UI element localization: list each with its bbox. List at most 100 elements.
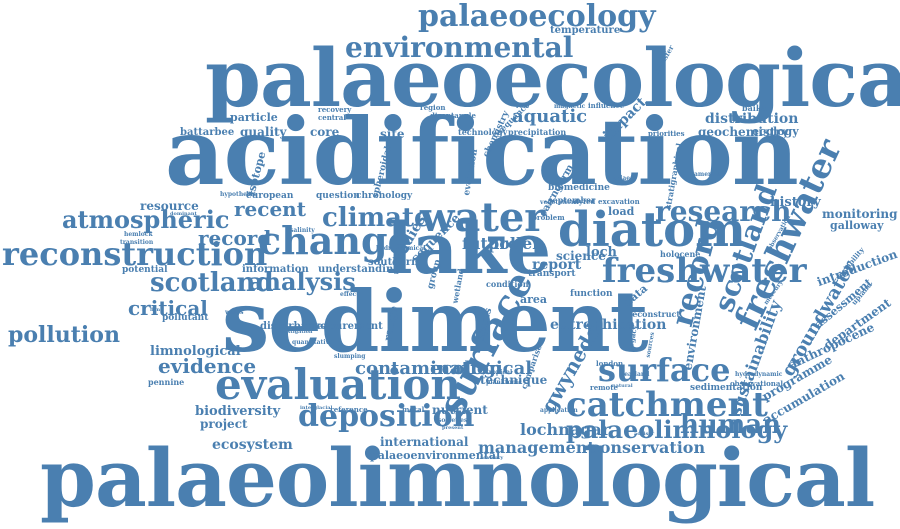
word-pollution: scotland [150,268,274,298]
word-introduction: ecology [752,125,799,138]
word-biomedicine: central [318,113,346,122]
word-accumulation: monitoring [822,207,898,221]
word-pollen: eutrophication [550,317,667,333]
word-particle: load [608,205,635,218]
word-temperature: biodiversity [195,404,281,419]
word-wetland: america [694,171,722,178]
word-disentangle: wales [225,309,244,316]
word-palaeolimnology: pollution [8,322,120,348]
word-load: future [462,234,519,253]
word-legacy: excavation [598,197,640,206]
word-sequence: precipitation [508,127,567,137]
word-quantitative: adviser [634,431,655,437]
word-research: research [655,195,792,228]
word-reconstruction: reconstruction [2,235,268,273]
word-societies: slumping [334,353,366,360]
word-human: record [198,226,272,250]
word-metal: problem [532,213,565,222]
word-baikal: chronology [356,191,413,201]
word-acidification: acidification [165,98,799,206]
word-september: recovery [318,105,352,114]
word-data: pollen [488,234,544,253]
word-flyn: transport [528,269,576,279]
word-stable: hydrochemical [376,245,426,252]
word-reconstruct: european [246,191,294,201]
word-variability: influence [588,101,625,110]
word-evolution: technology [458,127,508,137]
word-status: function [570,289,613,299]
word-slumping: metal [402,405,425,414]
word-palaeolimnological: palaeolimnological [40,431,875,525]
word-problem: palaeo [612,175,635,182]
word-technology: observational [730,379,784,388]
word-chemistry: sedimentation [690,383,763,393]
word-change: change [258,218,412,263]
word-european: nutrient [432,403,488,417]
word-limnological: project [200,417,248,431]
word-distribution: limnological [150,344,241,359]
word-aquatic: ecological [430,358,533,379]
word-role: condition [486,279,529,289]
word-extent: effect [340,291,359,298]
word-comparison: hypothesis [220,191,257,198]
word-atmospheric: atmospheric [62,205,230,234]
word-understanding: battarbee [180,127,235,138]
word-management: human [680,410,782,440]
word-battarbee: site [380,127,405,141]
word-condition: quantitative [292,339,333,346]
word-tropical: peatland [620,371,650,378]
word-ecology: aquatic [512,106,588,127]
word-galloway: geochemistry [698,125,789,139]
word-core: loch [586,245,617,260]
word-precipitation: hydrodynamic [735,371,783,378]
word-planktonic: reference [330,405,368,414]
word-chronology: palaeoenvironmental [370,449,501,462]
word-recent: freshwater [602,251,807,291]
word-moor: area [520,293,548,306]
word-environmental: environmental [345,31,574,64]
word-sedimentation: baikal [742,103,770,113]
word-characteristic: hemlock [124,231,153,238]
word-conservation: evidence [158,354,257,378]
word-priorities: region [420,103,446,112]
word-palaeoenvironmental: pennine [148,377,185,387]
word-upland: reconstruct [628,309,681,319]
word-ecological: management [478,438,595,457]
word-remote: dyfed [574,197,596,206]
word-sediment: sediment [222,272,649,371]
word-america: natural [612,383,633,389]
word-pennine: understanding [318,264,401,275]
word-disturbance: resource [140,199,199,213]
word-question: international [380,435,469,449]
word-palaeoecology: palaeoecology [418,0,656,34]
word-reference: london [596,359,624,368]
word-identification: dominant [170,211,197,217]
word-contamination: ecosystem [212,437,293,453]
word-international: pollutant [162,313,209,323]
word-transfer: holocene [660,249,701,259]
word-hemlock: application [540,407,578,414]
word-contemporary: transition [120,239,154,246]
word-potential: quality [240,125,287,139]
word-lake: lake [386,207,551,290]
word-geochemistry: temperature [550,25,621,36]
word-loch: report [532,257,582,273]
word-palaeo: biomedicine [548,183,610,193]
word-catchment: catchment [566,385,768,425]
word-system: disentangle [430,111,476,120]
word-hypothesis: present [442,425,464,431]
word-palaeoecological: palaeoecological [205,31,900,125]
word-term: southern [368,257,419,268]
word-vegetation: priorities [648,129,685,138]
word-application: interglacial [300,405,333,411]
word-technique: disturbance [260,321,327,332]
word-influence: question [316,191,360,201]
word-isotope: technique [480,373,548,387]
word-resource: core [310,125,340,139]
word-present: tropical [486,369,513,376]
word-climate: climate [322,203,431,233]
word-london: vegetation [540,199,576,206]
word-transition: societies [438,417,468,424]
word-measurement: potential [122,265,168,275]
